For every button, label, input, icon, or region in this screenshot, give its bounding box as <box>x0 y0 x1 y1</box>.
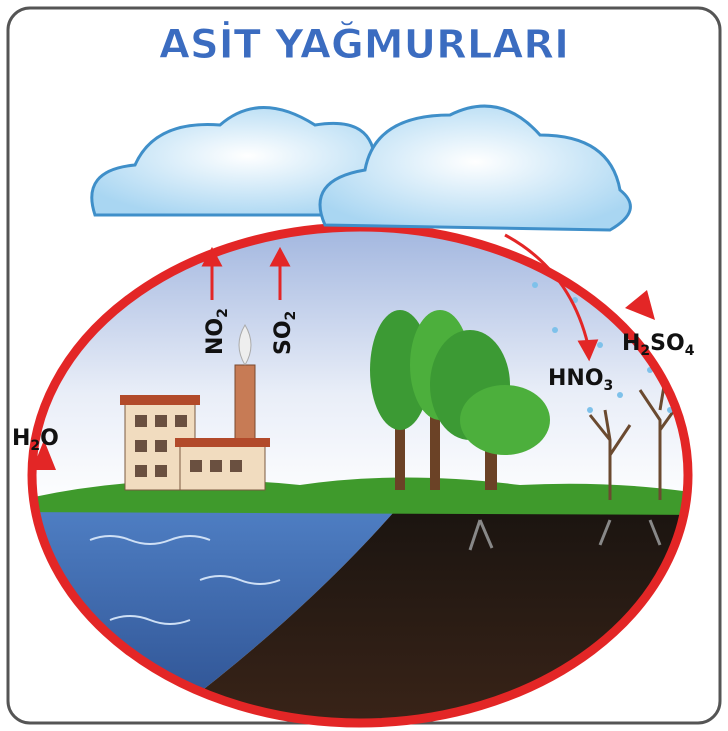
subscript: 4 <box>685 343 695 359</box>
trees <box>370 310 550 490</box>
subscript: 2 <box>30 438 40 454</box>
subscript: 3 <box>604 378 614 394</box>
formula-part: O <box>40 426 59 451</box>
formula-part: HNO <box>548 366 604 391</box>
formula-part: SO <box>650 331 685 356</box>
formula-label: H2SO4 <box>622 331 695 359</box>
title: ASİT YAĞMURLARI <box>159 20 569 68</box>
formula-label: SO2 <box>271 311 299 355</box>
formula-label: H2O <box>12 426 59 454</box>
clouds <box>90 104 632 232</box>
waves <box>89 535 281 625</box>
formula-label: NO2 <box>203 308 231 355</box>
cycle-arrows <box>32 290 655 470</box>
subscript: 2 <box>215 308 231 318</box>
subscript: 2 <box>283 311 299 321</box>
formula-label: HNO3 <box>548 366 613 394</box>
subscript: 2 <box>640 343 650 359</box>
factory <box>120 324 270 491</box>
formula-part: H <box>12 426 30 451</box>
arrows <box>201 233 599 362</box>
formula-part: SO <box>271 320 296 355</box>
formula-part: H <box>622 331 640 356</box>
formula-part: NO <box>203 318 228 355</box>
